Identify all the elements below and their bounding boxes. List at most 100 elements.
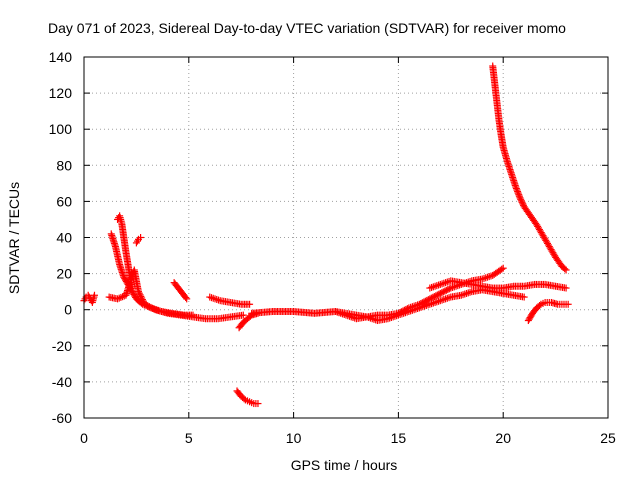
x-tick-label: 25 [600,430,616,446]
data-point-interp [182,294,190,302]
data-point-interp [337,309,345,317]
data-point-interp [519,200,527,208]
data-point-interp [333,308,341,316]
data-point-interp [517,195,525,203]
x-tick-label: 5 [185,430,193,446]
data-point [363,313,371,321]
data-point-interp [428,283,436,291]
data-point-interp [483,273,491,281]
y-tick-label: 60 [56,193,72,209]
data-point-interp [142,301,150,309]
data-point [332,308,340,316]
data-point-interp [438,289,446,297]
data-point-interp [442,286,450,294]
data-point-interp [209,294,217,302]
data-point-interp [150,305,158,313]
data-point [384,315,392,323]
data-point [141,300,149,308]
y-tick-label: 140 [49,49,73,65]
data-point-interp [208,294,216,302]
data-point-interp [439,288,447,296]
data-point-interp [147,303,155,311]
y-tick-label: -40 [52,374,72,390]
data-point [137,234,145,241]
x-tick-label: 0 [80,430,88,446]
data-point [254,400,262,408]
data-point-interp [498,265,506,273]
data-point-interp [440,279,448,287]
data-point-interp [441,287,449,295]
x-tick-label: 20 [495,430,511,446]
data-point-interp [443,294,451,302]
data-point-interp [420,298,428,306]
data-point [134,288,142,296]
data-point-interp [445,294,453,302]
grid-lines [84,57,608,418]
x-tick-label: 10 [286,430,302,446]
x-axis-title: GPS time / hours [291,457,398,473]
data-point-interp [211,295,219,303]
data-point-interp [438,296,446,304]
data-point-interp [517,197,525,205]
data-point-interp [213,295,221,303]
data-marks [80,62,572,408]
data-point-interp [461,290,469,298]
data-point [499,264,507,272]
axis-ticks: 0 5 10 15 20 25 -60 -40 -20 0 20 40 60 80 100 120 140 [49,49,616,446]
data-point-interp [428,300,436,308]
data-point-interp [444,286,452,294]
y-tick-label: 40 [56,230,72,246]
data-point-interp [144,302,152,310]
data-point-interp [442,295,450,303]
y-tick-label: -20 [52,338,72,354]
data-point-interp [464,289,472,297]
data-point [478,275,486,283]
data-point-interp [136,291,144,299]
data-point-interp [430,293,438,301]
data-point [90,291,98,299]
data-point [426,284,434,292]
chart-title: Day 071 of 2023, Sidereal Day-to-day VTE… [48,20,566,36]
data-point-interp [440,295,448,303]
data-point-interp [137,292,145,300]
data-point [206,293,214,301]
data-point-interp [459,291,467,299]
data-point-interp [138,296,146,304]
data-point-interp [429,283,437,291]
data-point-interp [246,312,254,320]
plot-frame [83,56,609,419]
data-point-interp [148,304,156,312]
y-tick-label: 0 [64,302,72,318]
data-point-interp [443,278,451,286]
data-point [457,291,465,299]
data-point [516,194,524,202]
data-point-interp [421,297,429,305]
data-point-interp [133,237,141,245]
data-point-interp [145,303,153,311]
data-point [562,266,570,274]
data-point-interp [365,314,373,322]
data-point-interp [433,282,441,290]
data-point-interp [561,265,569,273]
data-point-interp [431,282,439,290]
data-point-interp [435,281,443,289]
data-point-interp [518,198,526,206]
y-tick-label: 20 [56,266,72,282]
data-point-interp [435,290,443,298]
data-point [564,300,572,308]
data-point-interp [463,289,471,297]
data-point-interp [138,294,146,302]
y-tick-label: -60 [52,410,72,426]
data-point [520,293,528,301]
data-point-interp [433,291,441,299]
data-point-interp [442,279,450,287]
data-point-interp [139,297,147,305]
data-point-interp [466,288,474,296]
data-point [436,280,444,288]
data-point [114,295,122,303]
data-point [436,289,444,297]
x-tick-label: 15 [391,430,407,446]
data-point-interp [117,293,125,301]
data-point-interp [445,285,453,293]
